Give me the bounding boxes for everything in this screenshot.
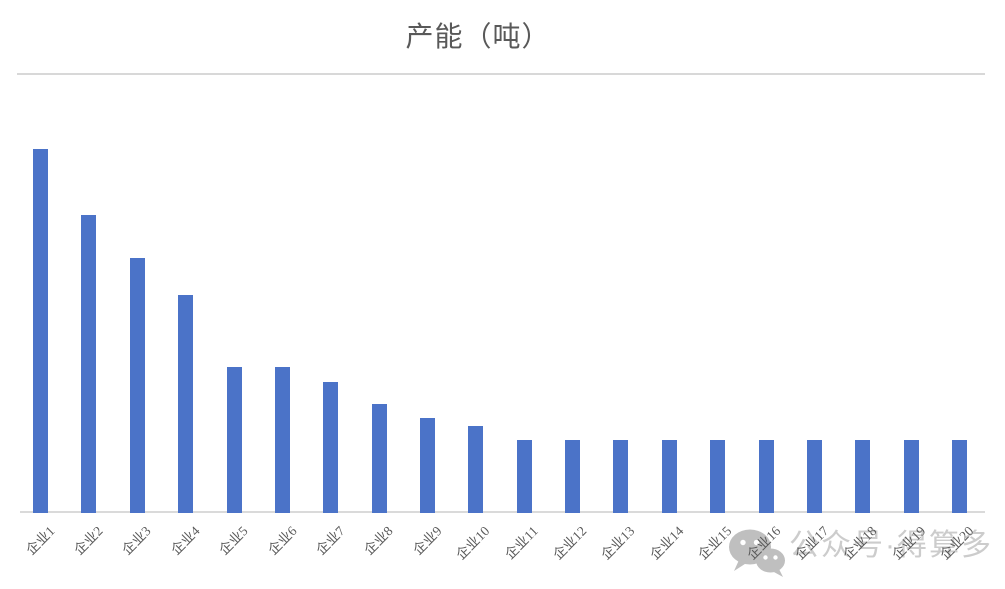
- bar-企业5: [226, 367, 242, 513]
- x-axis-label: 企业4: [168, 523, 203, 558]
- bar-企业2: [81, 214, 97, 513]
- bar-企业15: [710, 440, 726, 513]
- bar-企业17: [806, 440, 822, 513]
- bar-企业10: [468, 425, 484, 513]
- x-axis-label: 企业10: [453, 523, 493, 563]
- bar-企业4: [178, 294, 194, 513]
- bar-企业7: [323, 382, 339, 513]
- x-axis-label: 企业9: [409, 523, 445, 558]
- watermark-text: 公众号·得算多: [789, 529, 993, 562]
- x-axis-label: 企业14: [646, 523, 687, 563]
- bar-企业14: [661, 440, 677, 513]
- bar-企业9: [420, 418, 435, 513]
- bar-企业6: [274, 367, 290, 513]
- bar-企业16: [758, 440, 774, 513]
- x-axis-line: [20, 511, 985, 513]
- x-axis-label: 企业13: [598, 523, 638, 563]
- bar-企业18: [855, 440, 871, 513]
- watermark: 公众号·得算多: [727, 527, 993, 579]
- x-axis-label: 企业12: [550, 523, 590, 563]
- chart-title: 产能（吨）: [405, 22, 551, 53]
- bar-企业3: [129, 258, 145, 513]
- x-axis-label: 企业6: [264, 523, 300, 558]
- x-axis-label: 企业1: [22, 523, 58, 558]
- bar-企业19: [903, 440, 919, 513]
- title-divider-line: [17, 73, 985, 75]
- bar-企业13: [613, 440, 629, 513]
- x-axis-label: 企业5: [216, 523, 251, 558]
- bar-企业1: [33, 149, 48, 513]
- bar-企业11: [516, 440, 532, 513]
- bar-企业12: [565, 440, 581, 513]
- wechat-icon: [729, 529, 785, 577]
- x-axis-label: 企业3: [119, 523, 155, 558]
- x-axis-label: 企业11: [502, 523, 542, 563]
- bar-企业20: [952, 440, 967, 513]
- bar-企业8: [371, 403, 387, 513]
- x-axis-label: 企业2: [71, 523, 106, 558]
- x-axis-label: 企业8: [361, 523, 397, 558]
- x-axis-label: 企业7: [313, 523, 348, 558]
